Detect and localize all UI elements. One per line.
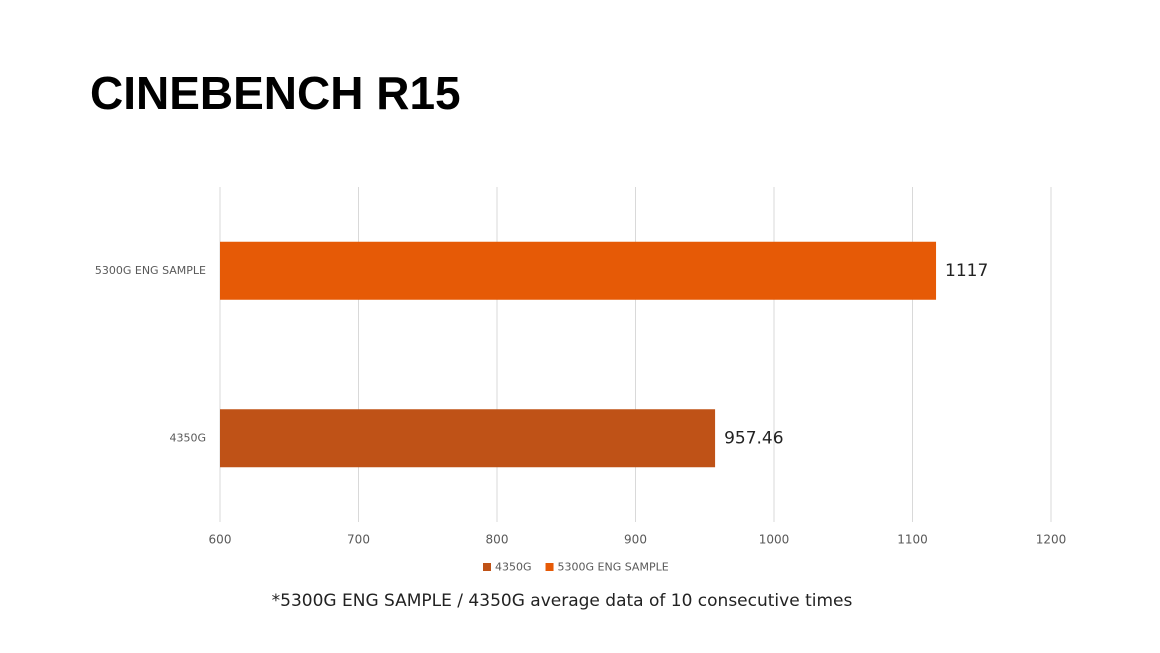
data-label: 957.46: [724, 428, 783, 448]
x-tick-label: 1200: [1036, 533, 1067, 547]
bar: [220, 409, 716, 468]
x-tick-label: 600: [209, 533, 232, 547]
data-label: 1117: [945, 261, 988, 281]
legend-label: 5300G ENG SAMPLE: [558, 561, 669, 574]
x-tick-label: 1000: [759, 533, 790, 547]
y-tick-label: 5300G ENG SAMPLE: [95, 264, 206, 277]
chart-title: CINEBENCH R15: [90, 67, 461, 119]
legend-label: 4350G: [495, 561, 532, 574]
legend-swatch: [483, 563, 491, 571]
footnote: *5300G ENG SAMPLE / 4350G average data o…: [272, 591, 853, 611]
legend-swatch: [545, 563, 554, 571]
y-tick-label: 4350G: [169, 431, 206, 444]
x-tick-label: 900: [624, 533, 647, 547]
x-tick-label: 700: [347, 533, 370, 547]
x-tick-label: 1100: [897, 533, 928, 547]
x-tick-label: 800: [486, 533, 509, 547]
bar: [220, 241, 937, 300]
